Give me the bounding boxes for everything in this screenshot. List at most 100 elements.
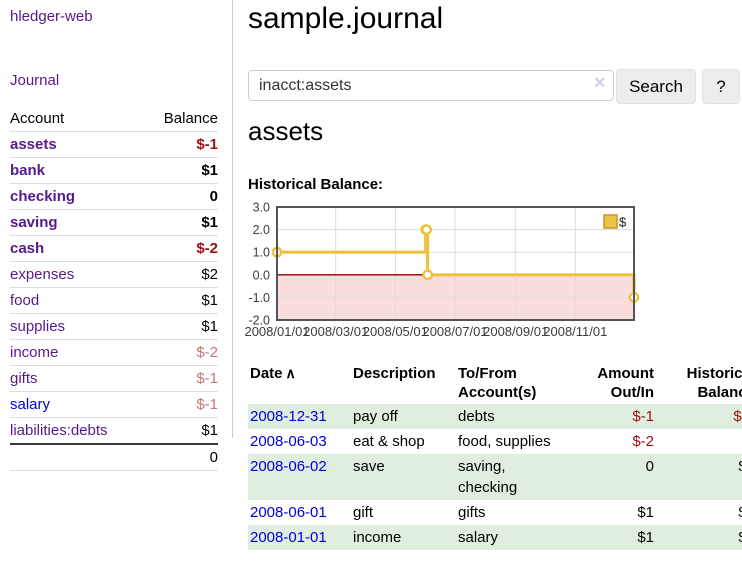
account-balance: $1 [201,318,218,335]
svg-text:3.0: 3.0 [253,201,270,215]
account-balance: $1 [201,162,218,179]
account-heading: assets [248,116,324,146]
search-input[interactable] [248,70,614,101]
account-row: cash $-2 [10,236,218,262]
account-balance: $-1 [196,370,218,387]
account-row: saving $1 [10,210,218,236]
transaction-description: income [353,529,402,546]
clear-search-icon[interactable]: ✕ [593,75,607,92]
account-balance: $-2 [196,240,218,257]
main-content: sample.journal ✕ Search ? assets Histori… [244,0,742,582]
nav-journal-link[interactable]: Journal [10,72,60,89]
svg-text:2.0: 2.0 [253,223,270,237]
svg-text:-1.0: -1.0 [248,291,270,305]
account-link[interactable]: expenses [10,266,75,283]
page-title: sample.journal [248,2,444,35]
accounts-balance-table: Account Balance assets $-1 bank $1 check… [10,106,218,471]
transaction-amount: $1 [637,504,654,521]
account-balance: $1 [201,422,218,439]
account-link[interactable]: food [10,292,40,309]
transaction-balance: $2 [656,500,742,525]
account-balance: $-2 [196,344,218,361]
svg-text:0.0: 0.0 [253,268,270,282]
transaction-amount: $-1 [632,408,654,425]
transaction-date-link[interactable]: 2008-06-02 [250,458,327,475]
transaction-date-link[interactable]: 2008-06-01 [250,504,327,521]
svg-text:-2.0: -2.0 [248,314,270,328]
account-link[interactable]: gifts [10,370,38,387]
svg-text:1.0: 1.0 [253,246,270,260]
app-title-link[interactable]: hledger-web [10,8,93,25]
register-header-amount: Amount Out/In [597,365,654,401]
account-link[interactable]: salary [10,396,51,413]
help-button[interactable]: ? [702,69,740,104]
account-balance: $1 [201,292,218,309]
register-header-accounts: To/From Account(s) [458,365,537,401]
accounts-header-balance: Balance [163,110,218,127]
account-balance: $-1 [196,136,218,153]
account-row: income $-2 [10,340,218,366]
transaction-date-link[interactable]: 2008-06-03 [250,433,327,450]
transaction-balance: $1 [656,525,742,550]
transaction-row: 2008-06-02 save saving, checking 0 $2 [248,454,742,500]
account-balance: 0 [209,188,218,205]
account-row: assets $-1 [10,132,218,158]
historical-balance-chart: 3.0 2.0 1.0 0.0 -1.0 -2.02008/01/012008/03/01… [244,201,640,339]
account-link[interactable]: bank [10,162,46,179]
transaction-row: 2008-06-01 gift gifts $1 $2 [248,500,742,525]
svg-text:2008/05/01: 2008/05/01 [363,324,428,339]
transaction-balance: $-1 [733,408,742,425]
accounts-total-value: 0 [209,449,218,466]
account-row: liabilities:debts $1 [10,418,218,444]
transaction-date-link[interactable]: 2008-01-01 [250,529,327,546]
account-row: checking 0 [10,184,218,210]
search-button[interactable]: Search [616,69,696,104]
transaction-balance: 0 [656,429,742,454]
accounts-total-row: 0 [10,444,218,471]
transaction-description: gift [353,504,374,521]
transaction-amount: $-2 [632,433,654,450]
transaction-row: 2008-12-31 pay off debts $-1 $-1 [248,404,742,429]
account-balance: $-1 [196,396,218,413]
account-link[interactable]: income [10,344,59,361]
account-link[interactable]: assets [10,136,57,153]
svg-text:2008/09/01: 2008/09/01 [483,324,548,339]
account-link[interactable]: checking [10,188,76,205]
register-header-row: Date ∧ Description To/From Account(s) Amo… [248,362,742,404]
accounts-header-row: Account Balance [10,106,218,132]
svg-text:2008/07/01: 2008/07/01 [422,324,487,339]
transaction-row: 2008-06-03 eat & shop food, supplies $-2… [248,429,742,454]
accounts-header-account: Account [10,110,65,127]
transaction-balance: $2 [656,454,742,500]
transaction-row: 2008-01-01 income salary $1 $1 [248,525,742,550]
account-row: supplies $1 [10,314,218,340]
transaction-date-link[interactable]: 2008-12-31 [250,408,327,425]
account-row: bank $1 [10,158,218,184]
register-header-balance: Historical Balance [686,365,742,401]
transaction-amount: 0 [645,458,654,475]
account-balance: $1 [201,214,218,231]
account-row: salary $-1 [10,392,218,418]
svg-text:2008/11/01: 2008/11/01 [543,324,607,339]
account-link[interactable]: supplies [10,318,66,335]
register-header-date[interactable]: Date ∧ [250,365,296,382]
sort-ascending-icon: ∧ [285,365,296,381]
transaction-accounts: food, supplies [458,433,551,450]
transaction-description: pay off [353,408,398,425]
chart-title: Historical Balance: [248,176,384,193]
transaction-accounts: debts [458,408,495,425]
transaction-accounts: salary [458,529,499,546]
account-link[interactable]: liabilities:debts [10,422,108,439]
transaction-description: save [353,458,385,475]
register-table: Date ∧ Description To/From Account(s) Amo… [248,362,742,550]
transaction-accounts: gifts [458,504,486,521]
account-link[interactable]: saving [10,214,58,231]
transaction-accounts: saving, checking [458,458,518,496]
transaction-amount: $1 [637,529,654,546]
account-row: gifts $-1 [10,366,218,392]
svg-text:2008/01/01: 2008/01/01 [244,324,309,339]
account-link[interactable]: cash [10,240,45,257]
svg-text:2008/03/01: 2008/03/01 [303,324,368,339]
account-row: expenses $2 [10,262,218,288]
register-header-description: Description [353,365,436,382]
